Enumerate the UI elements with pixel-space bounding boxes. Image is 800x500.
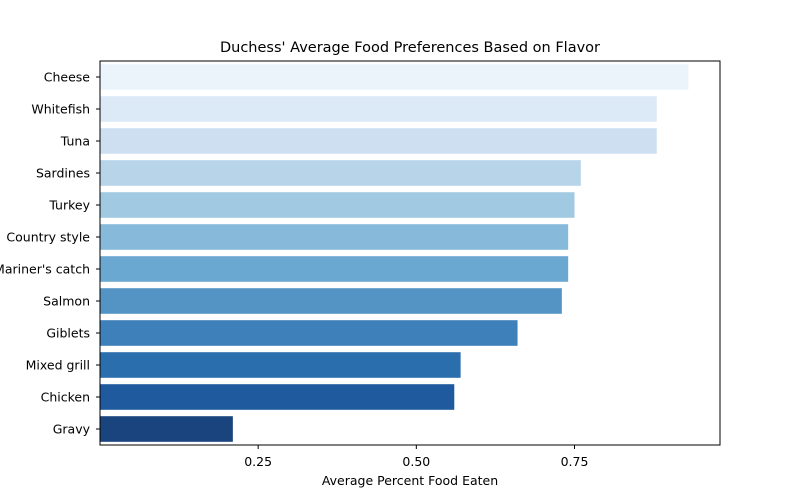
y-tick-label: Whitefish (31, 101, 90, 116)
y-tick-label: Sardines (36, 165, 90, 180)
bar-chicken (100, 384, 455, 410)
x-tick-label: 0.75 (561, 454, 589, 469)
x-tick-label: 0.25 (244, 454, 272, 469)
bar-giblets (100, 320, 518, 346)
bar-whitefish (100, 96, 657, 122)
bar-salmon (100, 288, 562, 314)
y-tick-label: Gravy (53, 421, 91, 436)
y-tick-label: Giblets (46, 325, 90, 340)
y-tick-label: Tuna (60, 133, 90, 148)
bar-gravy (100, 416, 233, 442)
x-tick-label: 0.50 (402, 454, 430, 469)
y-tick-label: Turkey (48, 197, 90, 212)
bar-cheese (100, 64, 689, 90)
y-tick-label: Mariner's catch (0, 261, 90, 276)
bar-mixed-grill (100, 352, 461, 378)
bars-group (100, 64, 689, 442)
bar-country-style (100, 224, 569, 250)
y-tick-label: Salmon (43, 293, 90, 308)
y-tick-label: Cheese (44, 69, 91, 84)
y-tick-label: Country style (6, 229, 90, 244)
chart-title: Duchess' Average Food Preferences Based … (220, 40, 600, 56)
y-tick-label: Mixed grill (26, 357, 90, 372)
y-tick-labels: Cheese Whitefish Tuna Sardines Turkey Country… (0, 69, 100, 436)
bar-mariner-s-catch (100, 256, 569, 282)
bar-tuna (100, 128, 657, 154)
x-axis-label: Average Percent Food Eaten (322, 473, 498, 488)
plot-frame (99, 60, 721, 446)
y-tick-label: Chicken (41, 389, 90, 404)
bar-sardines (100, 160, 581, 186)
bar-turkey (100, 192, 575, 218)
x-ticks: 0.25 0.50 0.75 (244, 445, 588, 469)
